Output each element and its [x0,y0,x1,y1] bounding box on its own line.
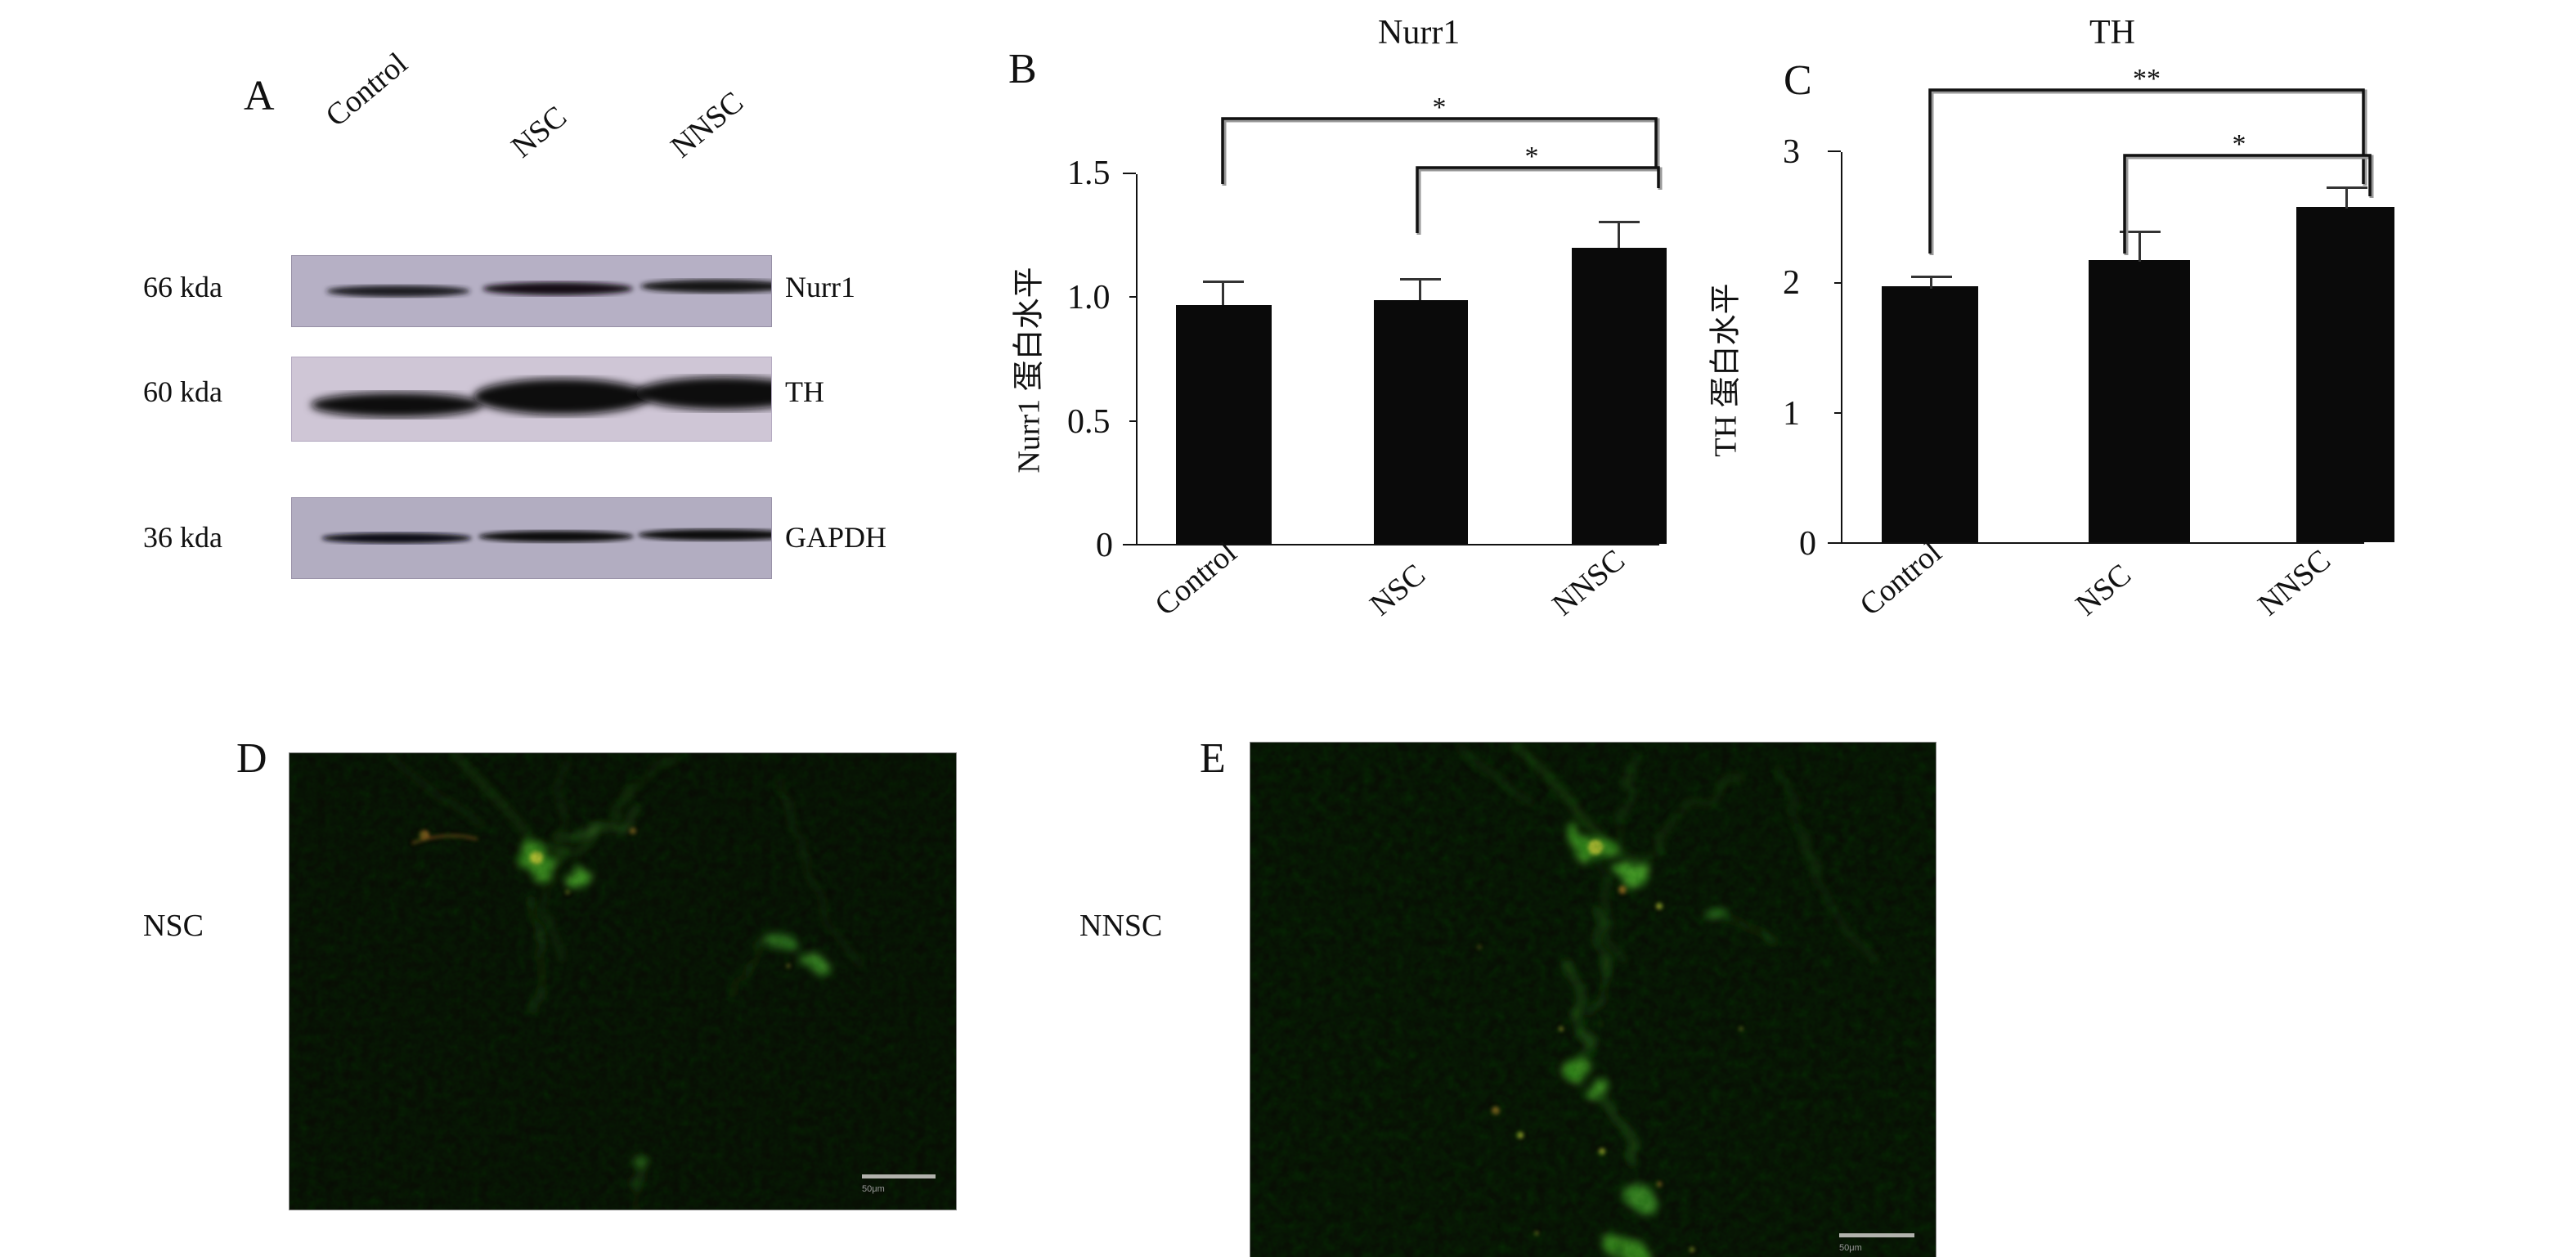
svg-text:*: * [1433,92,1447,123]
svg-text:*: * [1525,141,1539,172]
svg-text:50μm: 50μm [1839,1243,1862,1253]
svg-text:**: ** [2133,64,2161,94]
svg-text:*: * [2233,129,2246,159]
svg-text:50μm: 50μm [862,1184,885,1194]
